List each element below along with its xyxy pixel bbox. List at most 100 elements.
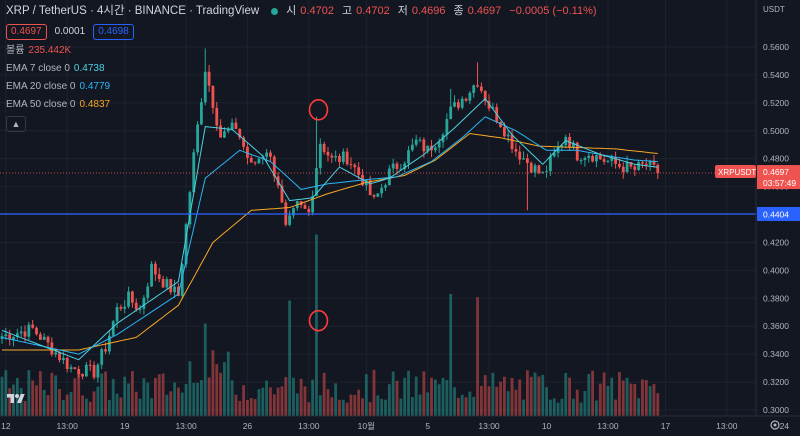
candle-body — [230, 122, 234, 130]
volume-bars — [0, 234, 660, 416]
y-tick-label: 0.5000 — [763, 126, 789, 136]
candle-body — [506, 134, 510, 137]
volume-bar — [200, 380, 203, 416]
volume-bar — [230, 380, 234, 416]
candle-body — [27, 324, 31, 337]
candle-body — [104, 349, 107, 352]
volume-bar — [464, 397, 468, 416]
volume-bar — [414, 376, 418, 416]
volume-bar — [533, 372, 537, 416]
candle-body — [445, 119, 449, 135]
volume-bar — [595, 400, 598, 416]
candle-body — [560, 145, 564, 147]
volume-bar — [107, 399, 111, 416]
hline-price-tag — [757, 206, 800, 221]
volume-bar — [422, 371, 426, 416]
trade-row: 0.4697 0.0001 0.4698 — [6, 24, 601, 40]
candle-body — [81, 374, 84, 377]
volume-bar — [38, 371, 42, 416]
volume-bar — [280, 386, 284, 416]
ema50-indicator[interactable]: EMA 50 close 0 0.4837 — [6, 98, 601, 112]
candle-body — [127, 291, 130, 307]
buy-price-button[interactable]: 0.4698 — [93, 24, 134, 40]
candle-body — [641, 162, 644, 164]
volume-bar — [614, 399, 617, 416]
gear-icon[interactable] — [770, 420, 780, 430]
candle-body — [130, 291, 134, 303]
hline-price-label: 0.4404 — [763, 209, 789, 219]
last-price-tag — [757, 165, 800, 190]
volume-bar — [115, 393, 119, 416]
volume-bar — [399, 398, 403, 416]
annotation-circle[interactable] — [308, 99, 329, 121]
candle-body — [92, 365, 96, 378]
volume-bar — [407, 370, 410, 416]
volume-indicator[interactable]: 볼륨 235.442K — [6, 44, 601, 58]
ema50-label: EMA 50 close 0 — [6, 99, 76, 110]
candle-body — [315, 168, 318, 197]
candle-body — [119, 307, 123, 309]
volume-bar — [226, 351, 230, 416]
tradingview-logo-icon[interactable] — [6, 392, 26, 406]
chevron-up-icon[interactable]: ▲ — [6, 116, 26, 132]
volume-bar — [84, 398, 88, 416]
candle-body — [242, 137, 246, 147]
time-axis[interactable]: 12 13:00 19 13:00 26 13:00 10월 5 13:00 10 13:00 17 1… — [0, 415, 800, 436]
sell-price-button[interactable]: 0.4697 — [6, 24, 47, 40]
candle-body — [58, 352, 61, 361]
candle-body — [154, 263, 157, 275]
x-tick-label: 13:00 — [57, 421, 79, 431]
candle-body — [322, 143, 326, 152]
candle-body — [372, 195, 376, 197]
y-tick-label: 0.3200 — [763, 377, 789, 387]
candle-body — [257, 158, 261, 164]
ema7-indicator[interactable]: EMA 7 close 0 0.4738 — [6, 62, 601, 76]
ema20-indicator[interactable]: EMA 20 close 0 0.4779 — [6, 80, 601, 94]
symbol-title[interactable]: XRP / TetherUS · 4시간 · BINANCE · Trading… — [6, 5, 260, 17]
candle-body — [115, 307, 119, 322]
volume-bar — [123, 376, 127, 416]
x-tick-label: 10 — [542, 421, 552, 431]
price-axis[interactable]: USDT0.56000.54000.52000.50000.48000.4600… — [715, 0, 800, 436]
volume-bar — [73, 378, 77, 416]
volume-bar — [380, 398, 384, 416]
volume-bar — [410, 397, 414, 416]
candle-body — [326, 151, 330, 156]
y-tick-label: 0.5400 — [763, 70, 789, 80]
volume-bar — [318, 395, 322, 416]
candle-body — [499, 121, 502, 128]
volume-bar — [353, 394, 357, 416]
candle-body — [249, 157, 253, 163]
volume-bar — [625, 377, 629, 416]
volume-bar — [203, 323, 207, 416]
candle-body — [211, 85, 215, 108]
volume-label: 볼륨 — [6, 45, 25, 56]
ema-lines — [1, 97, 658, 361]
candle-body — [407, 150, 410, 164]
candle-body — [376, 193, 380, 197]
volume-bar — [349, 394, 353, 416]
volume-bar — [130, 371, 134, 416]
candle-body — [595, 155, 598, 162]
volume-bar — [572, 398, 575, 416]
candle-body — [100, 349, 104, 365]
volume-bar — [311, 379, 315, 416]
candle-body — [395, 163, 399, 169]
volume-bar — [223, 362, 226, 416]
volume-bar — [138, 398, 142, 416]
candle-body — [142, 297, 146, 309]
volume-bar — [322, 372, 326, 416]
volume-bar — [487, 386, 491, 416]
candle-body — [418, 139, 422, 141]
x-tick-label: 13:00 — [478, 421, 500, 431]
volume-bar — [100, 373, 104, 416]
volume-bar — [610, 377, 614, 416]
volume-bar — [238, 400, 242, 416]
open-value: 0.4702 — [300, 5, 334, 17]
candle-body — [357, 167, 361, 175]
candle-body — [637, 162, 641, 170]
candle-body — [307, 208, 311, 213]
volume-bar — [549, 399, 552, 416]
annotation-circle[interactable] — [308, 309, 329, 332]
